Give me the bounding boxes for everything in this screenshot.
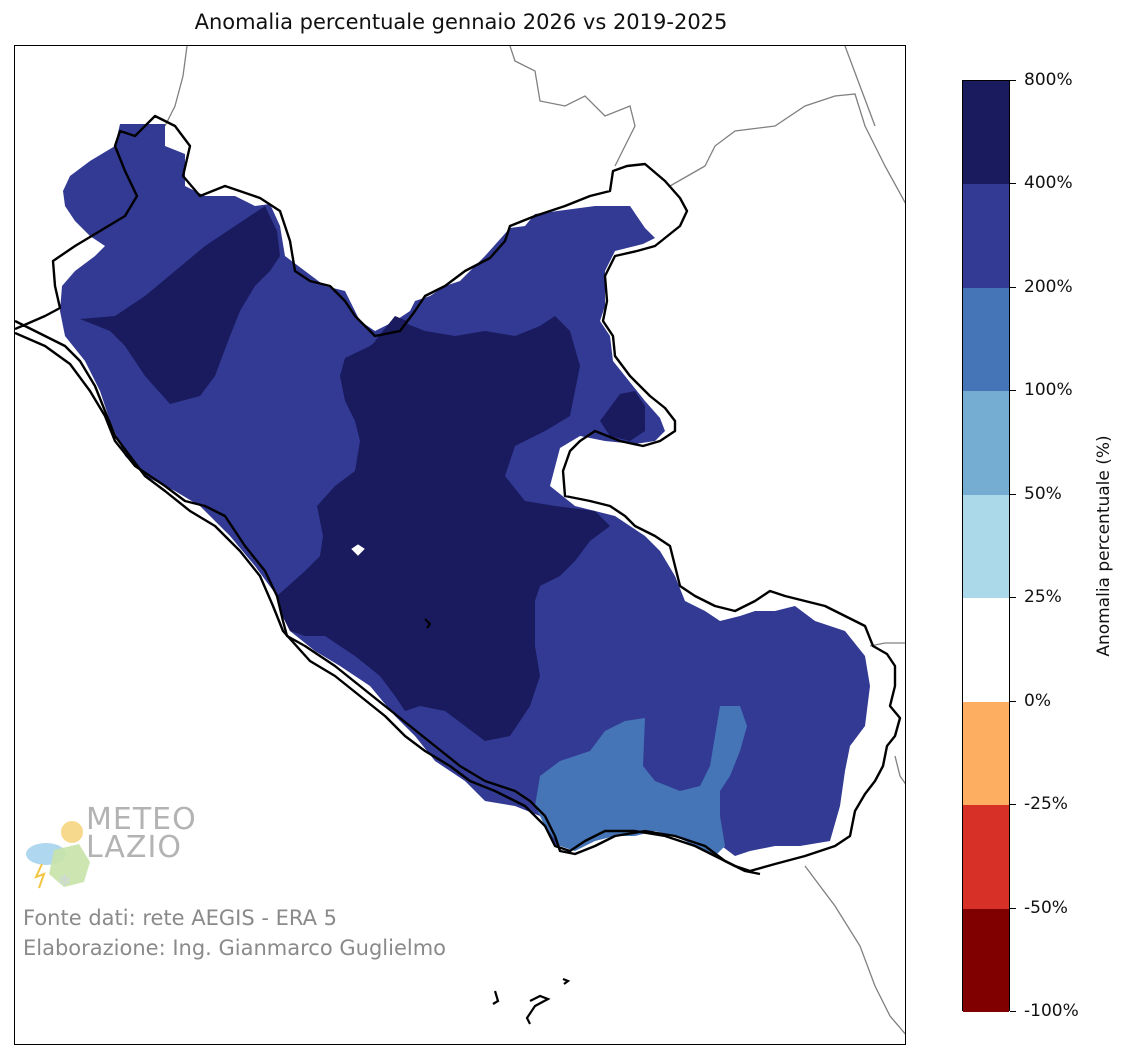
- lazio-border: [15, 114, 902, 873]
- credits-source: Fonte dati: rete AEGIS - ERA 5: [23, 906, 338, 930]
- colorbar-tick-label: 25%: [1024, 587, 1062, 608]
- logo-text-lazio: LAZIO: [86, 830, 182, 865]
- colorbar-tick-label: 400%: [1024, 173, 1073, 194]
- colorbar-tick-label: 200%: [1024, 276, 1073, 297]
- colorbar-tick: [1010, 493, 1016, 495]
- colorbar-tick: [1010, 390, 1016, 392]
- colorbar-tick-label: 100%: [1024, 380, 1073, 401]
- colorbar-segment: [963, 908, 1009, 1013]
- svg-text:❄: ❄: [58, 871, 71, 890]
- border-campania-2: [894, 755, 905, 785]
- colorbar-tick-label: 0%: [1024, 690, 1051, 711]
- colorbar-segment: [963, 701, 1009, 806]
- credits: Fonte dati: rete AEGIS - ERA 5 Elaborazi…: [23, 903, 446, 963]
- colorbar-segment: [963, 494, 1009, 599]
- colorbar-tick: [1010, 1011, 1016, 1012]
- white-islet: [351, 544, 365, 556]
- colorbar-segment: [963, 598, 1009, 703]
- border-marche-abruzzo: [669, 93, 905, 204]
- coast-campania: [804, 865, 905, 1035]
- meteo-lazio-logo: ❄ METEO LAZIO: [24, 802, 224, 896]
- zone-very-high-central: [277, 316, 610, 741]
- colorbar-tick: [1010, 286, 1016, 288]
- chart-title: Anomalia percentuale gennaio 2026 vs 201…: [194, 10, 728, 34]
- colorbar-segment: [963, 391, 1009, 496]
- colorbar-segment: [963, 81, 1009, 185]
- pontine-islands: [492, 977, 571, 1025]
- zone-very-high-nw: [80, 206, 280, 404]
- colorbar-tick: [1010, 597, 1016, 599]
- border-tuscany-umbria: [164, 46, 188, 127]
- colorbar: [962, 80, 1010, 1013]
- colorbar-tick: [1010, 907, 1016, 909]
- colorbar-tick: [1010, 183, 1016, 185]
- colorbar-tick-label: 800%: [1024, 70, 1073, 90]
- colorbar-tick-label: -25%: [1024, 794, 1068, 815]
- colorbar-title: Anomalia percentuale (%): [1094, 435, 1114, 657]
- coast-adriatic: [844, 46, 876, 127]
- colorbar-tick: [1010, 80, 1016, 81]
- lazio-map: [15, 46, 905, 1035]
- neighbor-borders: [164, 46, 905, 1035]
- credits-author: Elaborazione: Ing. Gianmarco Guglielmo: [23, 936, 447, 960]
- zone-very-high-east: [600, 391, 645, 441]
- colorbar-segment: [963, 184, 1009, 289]
- zone-medium-south: [535, 706, 747, 856]
- anomaly-fill: [60, 124, 870, 856]
- border-campania: [869, 642, 905, 647]
- colorbar-tick: [1010, 804, 1016, 806]
- logo-text-meteo: METEO: [86, 802, 197, 837]
- colorbar-segment: [963, 287, 1009, 392]
- colorbar-tick-label: -100%: [1024, 1001, 1079, 1021]
- map-panel: [14, 45, 906, 1045]
- lake-mark: [424, 618, 432, 629]
- colorbar-segment: [963, 805, 1009, 910]
- lazio-coast: [15, 331, 761, 876]
- border-umbria-marche: [509, 46, 636, 167]
- weather-icon: ❄: [26, 821, 90, 890]
- colorbar-tick-label: 50%: [1024, 483, 1062, 504]
- colorbar-tick: [1010, 700, 1016, 702]
- colorbar-tick-label: -50%: [1024, 897, 1068, 918]
